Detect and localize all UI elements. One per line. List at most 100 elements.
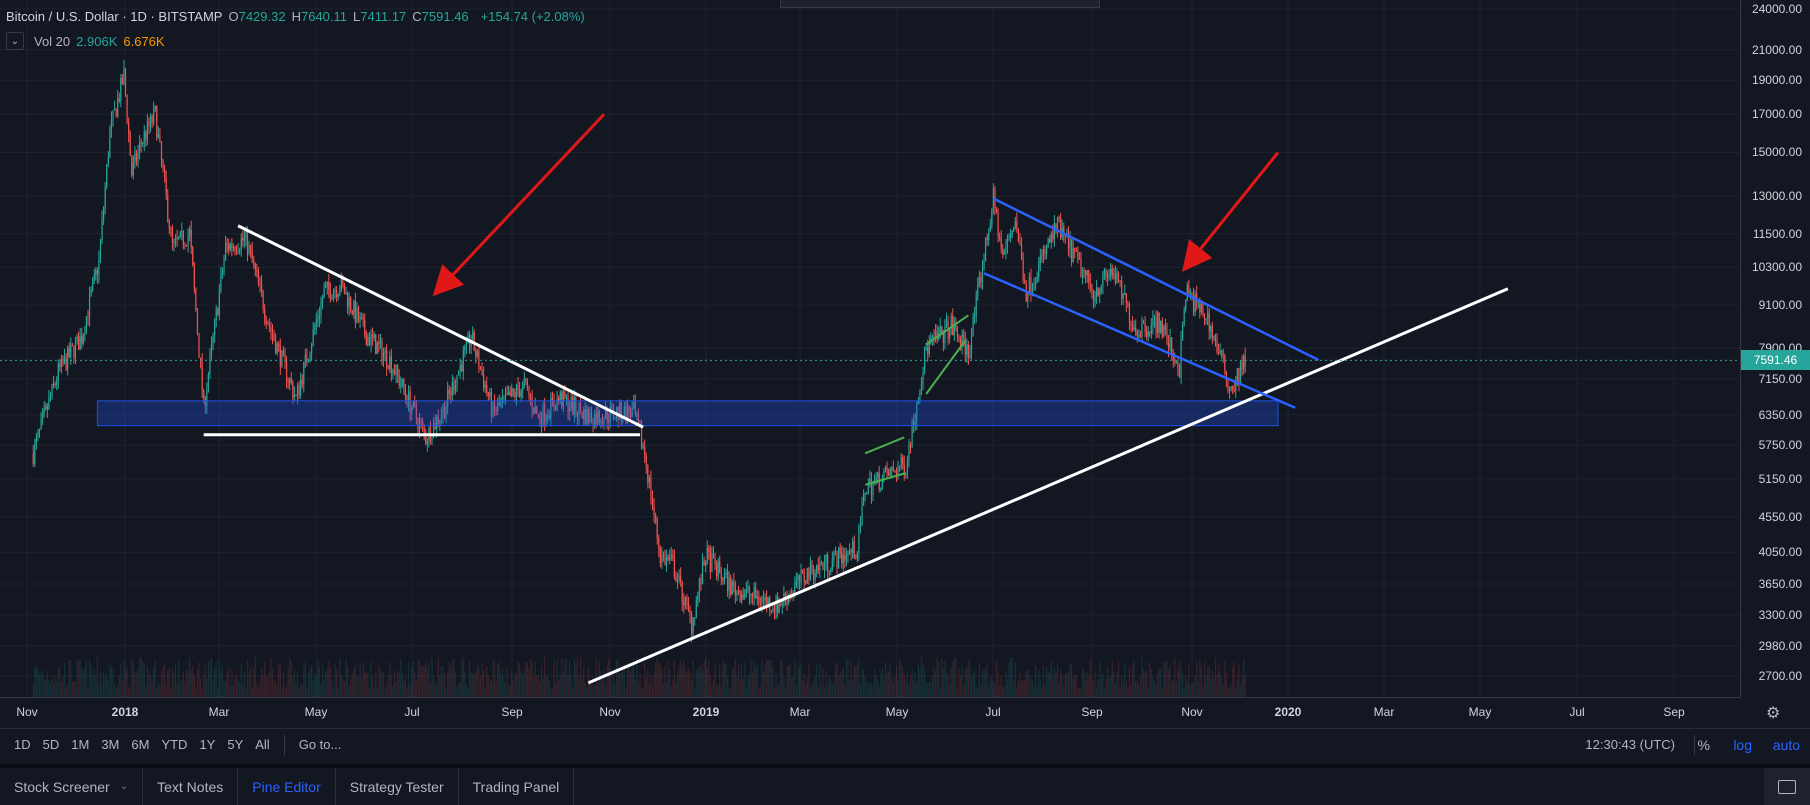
volume-bar [999, 685, 1001, 697]
volume-bar [1122, 682, 1124, 697]
candle-body [1072, 248, 1074, 262]
volume-bar [295, 683, 297, 697]
gear-icon[interactable]: ⚙ [1766, 705, 1781, 722]
volume-bar [819, 662, 821, 697]
candle-body [387, 366, 389, 370]
volume-bar [1060, 670, 1062, 697]
volume-bar [1171, 681, 1173, 697]
volume-bar [562, 671, 564, 697]
candle-body [1000, 238, 1002, 250]
candle-body [407, 391, 410, 406]
candle-body [522, 382, 524, 391]
range-5y-button[interactable]: 5Y [227, 737, 244, 752]
candle-body [1069, 239, 1071, 249]
tab-stock-screener[interactable]: Stock Screener ⌄ [0, 768, 144, 805]
candle-body [741, 594, 743, 602]
candle-body [579, 403, 582, 412]
range-1y-button[interactable]: 1Y [199, 737, 216, 752]
log-scale-button[interactable]: log [1733, 736, 1752, 753]
chevron-down-icon[interactable]: ⌄ [119, 781, 129, 792]
price-tick-label: 10300.00 [1751, 260, 1802, 275]
candle-body [706, 547, 708, 564]
candle-body [708, 547, 710, 553]
range-1d-button[interactable]: 1D [14, 737, 31, 752]
candle-body [897, 467, 899, 477]
candle-body [1031, 285, 1034, 293]
time-tick-label: Sep [501, 705, 523, 719]
candle-body [60, 358, 63, 368]
volume-bar [648, 683, 650, 697]
tab-strategy-tester[interactable]: Strategy Tester [336, 768, 459, 805]
candle-body [575, 397, 577, 413]
volume-bar [803, 673, 805, 697]
volume-bar [365, 672, 367, 697]
volume-bar [586, 688, 588, 697]
candle-body [809, 560, 812, 580]
candle-body [1027, 292, 1029, 302]
candle-body [359, 317, 361, 322]
candle-body [1238, 368, 1240, 383]
symbol-title[interactable]: Bitcoin / U.S. Dollar · 1D · BITSTAMP [6, 9, 223, 24]
candle-body [733, 581, 735, 586]
volume-bar [1094, 670, 1096, 697]
candle-body [40, 419, 42, 429]
volume-bar [742, 678, 744, 697]
utc-clock[interactable]: 12:30:43 (UTC) [1585, 737, 1675, 752]
candle-body [1189, 292, 1192, 294]
candle-body [229, 243, 231, 250]
volume-bar [104, 677, 106, 697]
volume-bar [1239, 686, 1242, 697]
candle-body [1044, 249, 1046, 254]
range-5d-button[interactable]: 5D [42, 737, 60, 752]
range-all-button[interactable]: All [255, 737, 270, 752]
change-value: +154.74 (+2.08%) [480, 9, 585, 24]
volume-bar [1138, 683, 1140, 697]
candle-body [536, 406, 538, 414]
volume-bar [486, 665, 488, 697]
price-chart[interactable] [0, 0, 1740, 697]
candle-body [232, 246, 235, 249]
volume-bar [888, 671, 890, 697]
chart-pane[interactable]: Bitcoin / U.S. Dollar · 1D · BITSTAMP O7… [0, 0, 1740, 697]
range-1m-button[interactable]: 1M [71, 737, 90, 752]
tab-trading-panel[interactable]: Trading Panel [459, 768, 575, 805]
candle-body [52, 383, 55, 385]
tab-text-notes[interactable]: Text Notes [143, 768, 239, 805]
volume-bar [182, 671, 184, 697]
buy-sell-widget[interactable] [780, 0, 1100, 8]
volume-bar [827, 685, 829, 697]
tab-pine-editor[interactable]: Pine Editor [238, 768, 336, 805]
volume-bar [1174, 658, 1176, 697]
range-6m-button[interactable]: 6M [131, 737, 150, 752]
go-to-button[interactable]: Go to... [298, 737, 342, 752]
volume-bar [974, 671, 976, 697]
volume-bar [428, 663, 430, 697]
candle-body [720, 572, 722, 579]
percent-scale-button[interactable]: % [1697, 736, 1710, 753]
volume-bar [842, 666, 844, 697]
candle-body [1038, 262, 1040, 278]
candle-body [665, 556, 668, 565]
volume-bar [719, 665, 721, 697]
candle-body [1155, 317, 1157, 334]
chevron-down-icon[interactable]: ⌄ [6, 32, 24, 50]
time-axis[interactable]: Nov 2018 Mar May Jul Sep Nov 2019 Mar May Jul Sep No… [0, 697, 1740, 725]
volume-bar [995, 660, 998, 697]
auto-scale-button[interactable]: auto [1772, 736, 1800, 753]
candle-body [1053, 223, 1055, 240]
maximize-panel-icon[interactable] [1764, 768, 1810, 805]
volume-bar [812, 681, 815, 697]
candle-body [1192, 295, 1195, 313]
volume-bar [756, 663, 758, 697]
volume-bar [429, 683, 432, 697]
candle-body [755, 587, 757, 599]
volume-bar [387, 674, 389, 697]
candle-body [70, 345, 72, 357]
volume-bar [243, 670, 245, 697]
candle-body [42, 414, 44, 420]
price-axis[interactable]: 24000.00 21000.00 19000.00 17000.00 15000.00… [1740, 0, 1810, 697]
range-3m-button[interactable]: 3M [101, 737, 120, 752]
range-ytd-button[interactable]: YTD [161, 737, 188, 752]
candle-body [445, 406, 447, 419]
candle-body [828, 571, 830, 573]
